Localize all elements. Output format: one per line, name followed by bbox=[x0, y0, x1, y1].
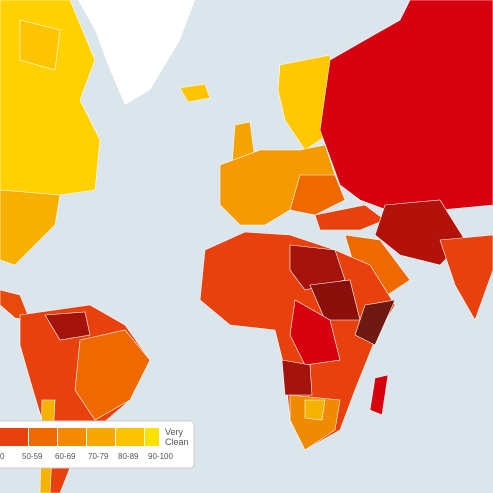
legend: 0 50-59 60-69 70-79 80-89 90-100 Very Cle… bbox=[0, 420, 195, 469]
country bbox=[281, 359, 313, 396]
legend-label: 50-59 bbox=[22, 452, 43, 461]
country bbox=[369, 374, 389, 416]
country bbox=[289, 299, 341, 366]
legend-swatch bbox=[58, 428, 86, 446]
legend-swatch bbox=[87, 428, 115, 446]
country bbox=[44, 311, 91, 341]
legend-label: 80-89 bbox=[118, 452, 139, 461]
legend-swatch bbox=[29, 428, 57, 446]
legend-label: 70-79 bbox=[88, 452, 109, 461]
country bbox=[289, 174, 346, 216]
legend-swatch bbox=[0, 428, 28, 446]
country bbox=[374, 199, 466, 266]
country bbox=[354, 299, 396, 346]
legend-swatch bbox=[116, 428, 144, 446]
country bbox=[0, 189, 61, 266]
country bbox=[179, 83, 211, 103]
country bbox=[304, 399, 326, 421]
country bbox=[439, 234, 493, 321]
greenland bbox=[78, 0, 195, 105]
legend-swatch bbox=[145, 428, 159, 446]
country bbox=[74, 329, 151, 421]
legend-label: 90-100 bbox=[148, 452, 173, 461]
legend-end-label: Very Clean bbox=[165, 427, 189, 447]
legend-label: 60-69 bbox=[55, 452, 76, 461]
legend-label: 0 bbox=[0, 452, 5, 461]
country bbox=[289, 394, 341, 451]
country bbox=[314, 204, 386, 231]
country bbox=[19, 19, 61, 71]
